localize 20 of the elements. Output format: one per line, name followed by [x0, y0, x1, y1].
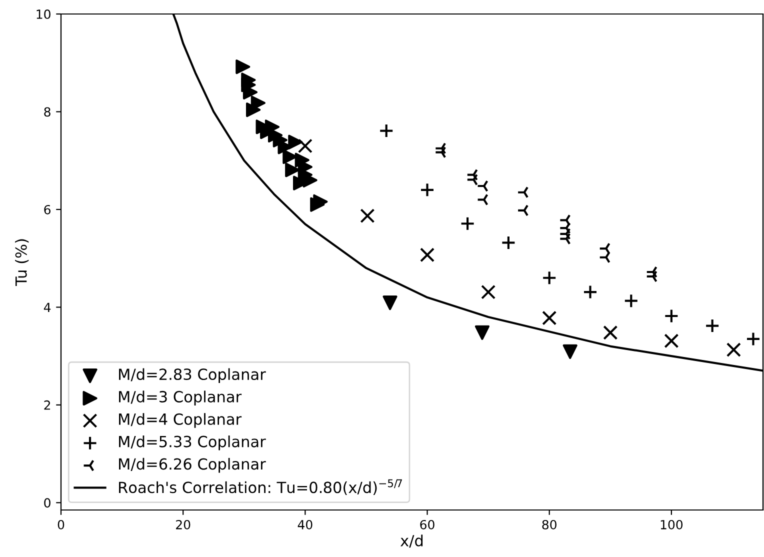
x-tick-label: 80: [542, 520, 556, 530]
x-tick-label: 40: [298, 520, 312, 530]
y-axis-title: Tu (%): [15, 239, 29, 286]
x-tick-label: 20: [176, 520, 190, 530]
x-axis-title: x/d: [400, 534, 423, 548]
legend-label: M/d=4 Coplanar: [119, 413, 242, 428]
y-tick-label: 2: [44, 400, 50, 410]
y-tick-label: 10: [36, 9, 50, 19]
legend-label: M/d=5.33 Coplanar: [119, 436, 266, 450]
x-tick-label: 60: [420, 520, 434, 530]
y-tick-label: 0: [44, 498, 50, 508]
legend-label: Roach's Correlation: Tu=0.80(x/d)$^{−5/7}$: [119, 479, 402, 495]
y-tick-label: 8: [44, 107, 50, 117]
legend-label: M/d=3 Coplanar: [119, 390, 242, 406]
legend-label: M/d=6.26 Coplanar: [119, 458, 266, 473]
x-tick-label: 0: [58, 520, 64, 530]
x-tick-label: 100: [660, 520, 683, 530]
y-tick-label: 4: [44, 302, 51, 312]
legend-label: M/d=2.83 Coplanar: [119, 368, 266, 384]
y-tick-label: 6: [44, 204, 50, 214]
